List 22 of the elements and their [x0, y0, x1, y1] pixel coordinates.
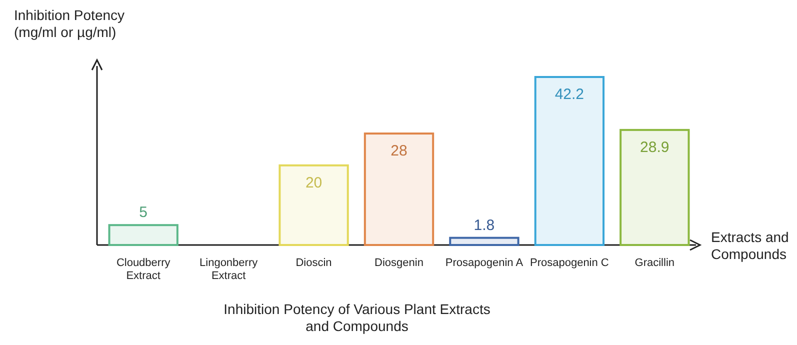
- x-tick-label: Dioscin: [296, 257, 332, 269]
- bar: [364, 132, 434, 246]
- bar: [534, 76, 605, 246]
- data-label: 28.9: [640, 138, 670, 156]
- data-label: 42.2: [554, 86, 584, 103]
- data-label: 28: [390, 142, 408, 160]
- x-tick-label: Diosgenin: [374, 257, 424, 269]
- x-axis-title: Extracts and Compounds: [711, 229, 789, 262]
- data-label: 20: [305, 174, 322, 192]
- x-tick-label: Prosapogenin C: [530, 257, 609, 269]
- text: Inhibition Potency of Various Plant Extracts and Compounds: [224, 301, 490, 334]
- y-axis-title: Inhibition Potency (mg/ml or µg/ml): [14, 7, 125, 40]
- x-tick-label: Cloudberry Extract: [116, 257, 171, 282]
- bar: [108, 224, 178, 246]
- x-tick-label: Prosapogenin A: [445, 257, 524, 269]
- data-label: 1.8: [474, 216, 495, 234]
- x-tick-label: Gracillin: [634, 257, 675, 269]
- data-label: 5: [139, 204, 148, 222]
- bar: [620, 128, 690, 246]
- bar: [278, 164, 349, 246]
- x-tick-label: Lingonberry Extract: [200, 257, 258, 282]
- bar: [449, 236, 520, 246]
